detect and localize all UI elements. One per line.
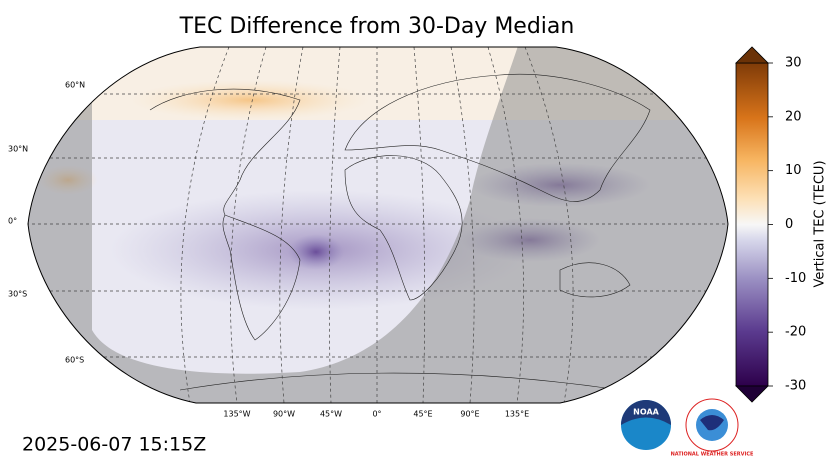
lon-label: 135°W [223, 410, 250, 419]
tec-anomaly [288, 234, 344, 270]
graticule [28, 47, 728, 403]
lat-label: 30°S [8, 290, 27, 299]
tec-anomaly [130, 80, 370, 120]
night-shade [28, 47, 728, 403]
lon-label: 0° [372, 410, 381, 419]
title: TEC Difference from 30-Day Median [179, 14, 575, 39]
colorbar-tick-label: 30 [785, 56, 802, 71]
lon-label: 45°E [413, 410, 432, 419]
colorbar-extend-bottom [735, 385, 769, 403]
lat-label: 60°S [65, 356, 84, 365]
nws-cloud [700, 415, 724, 431]
lat-label: 60°N [65, 81, 85, 90]
timestamp: 2025-06-07 15:15Z [22, 434, 206, 456]
coastlines [149, 73, 651, 391]
colorbar-tick-label: -30 [785, 379, 806, 394]
colorbar: -30 -20 -10 0 10 20 30 Vertical TEC (TECU) [735, 46, 828, 403]
colorbar-tick-label: -20 [785, 325, 806, 340]
lon-label: 135°E [505, 410, 529, 419]
colorbar-tick-label: -10 [785, 271, 806, 286]
noaa-logo: NOAA [621, 400, 671, 450]
noaa-text: NOAA [633, 408, 659, 417]
map-outline [27, 46, 729, 404]
lat-label: 0° [8, 217, 17, 226]
map [28, 47, 728, 403]
colorbar-tick-label: 10 [785, 163, 802, 178]
lon-label: 45°W [320, 410, 342, 419]
nws-logo: NATIONAL WEATHER SERVICE [671, 398, 754, 458]
lat-label: 30°N [8, 145, 28, 154]
noaa-top [621, 400, 671, 425]
colorbar-extend-top [735, 46, 769, 64]
colorbar-label: Vertical TEC (TECU) [813, 160, 828, 287]
lon-label: 90°E [460, 410, 479, 419]
nws-text: NATIONAL WEATHER SERVICE [671, 452, 754, 458]
colorbar-tick-label: 20 [785, 109, 802, 124]
lon-labels: 135°W 90°W 45°W 0° 45°E 90°E 135°E [223, 410, 529, 419]
lon-label: 90°W [273, 410, 295, 419]
colorbar-tick-label: 0 [785, 217, 793, 232]
lat-labels: 60°N 30°N 0° 30°S 60°S [8, 81, 85, 365]
colorbar-scale [735, 62, 769, 387]
